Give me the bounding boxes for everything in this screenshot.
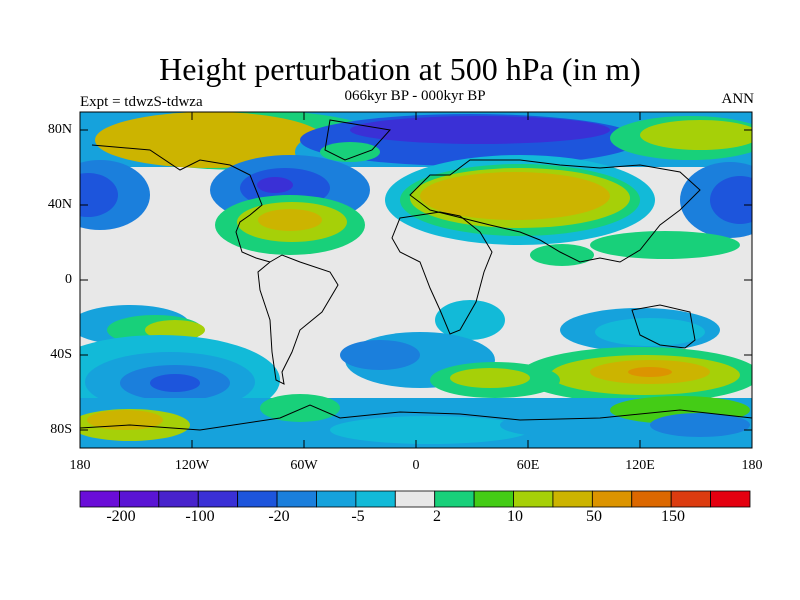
colorbar-label: 2: [433, 508, 441, 525]
south-america-coast: [257, 254, 339, 385]
eurasia-high: [420, 172, 610, 220]
colorbar-swatch: [473, 490, 514, 508]
season-label: ANN: [721, 91, 755, 107]
colorbar-swatch: [434, 490, 475, 508]
colorbar-swatch: [513, 490, 554, 508]
map-title: Height perturbation at 500 hPa (in m): [159, 51, 641, 87]
australia-coast: [631, 304, 696, 349]
north-america-coast: [91, 144, 271, 263]
axis-ticks: [79, 112, 753, 448]
colorbar-swatch: [119, 490, 160, 508]
colorbar-swatch: [631, 490, 672, 508]
greenland-coast: [324, 119, 391, 161]
lon-label-120w: 120W: [174, 458, 210, 473]
coastlines: [79, 119, 753, 431]
colorbar-label: 10: [507, 508, 523, 525]
colorbar-swatch: [316, 490, 357, 508]
colorbar-label: -5: [351, 508, 365, 525]
colorbar-label: -20: [268, 508, 290, 525]
colorbar-swatch: [355, 490, 396, 508]
colorbar: [79, 490, 751, 508]
contour-field: [80, 112, 752, 448]
lat-label-40s: 40S: [50, 347, 72, 362]
experiment-label: Expt = tdwzS-tdwza: [80, 94, 203, 110]
colorbar-swatch: [670, 490, 711, 508]
lon-label-60w: 60W: [290, 458, 318, 473]
lon-label-180w: 180: [69, 458, 91, 473]
africa-coast: [391, 211, 493, 335]
colorbar-swatch: [237, 490, 278, 508]
colorbar-swatch: [79, 490, 120, 508]
colorbar-swatch: [197, 490, 239, 508]
north-america-high: [95, 112, 325, 168]
lon-label-0: 0: [412, 458, 420, 473]
colorbar-label: -100: [185, 508, 215, 525]
map-subtitle: 066kyr BP - 000kyr BP: [344, 88, 486, 104]
colorbar-swatch: [276, 490, 317, 508]
lon-label-60e: 60E: [516, 458, 540, 473]
colorbar-label: 150: [661, 508, 685, 525]
colorbar-swatch: [158, 490, 199, 508]
lon-label-120e: 120E: [625, 458, 655, 473]
antarctica-coast: [79, 404, 753, 431]
colorbar-swatch: [591, 490, 633, 508]
colorbar-swatch: [394, 490, 436, 508]
lat-label-0: 0: [65, 272, 72, 287]
lat-label-80n: 80N: [47, 122, 72, 137]
colorbar-label: -200: [106, 508, 136, 525]
lat-label-40n: 40N: [47, 197, 72, 212]
lat-label-80s: 80S: [50, 422, 72, 437]
colorbar-label: 50: [586, 508, 602, 525]
south-pacific-low: [150, 374, 200, 392]
lon-label-180e: 180: [741, 458, 763, 473]
eurasia-coast: [409, 159, 701, 263]
colorbar-swatch: [710, 490, 751, 508]
colorbar-swatch: [552, 490, 593, 508]
